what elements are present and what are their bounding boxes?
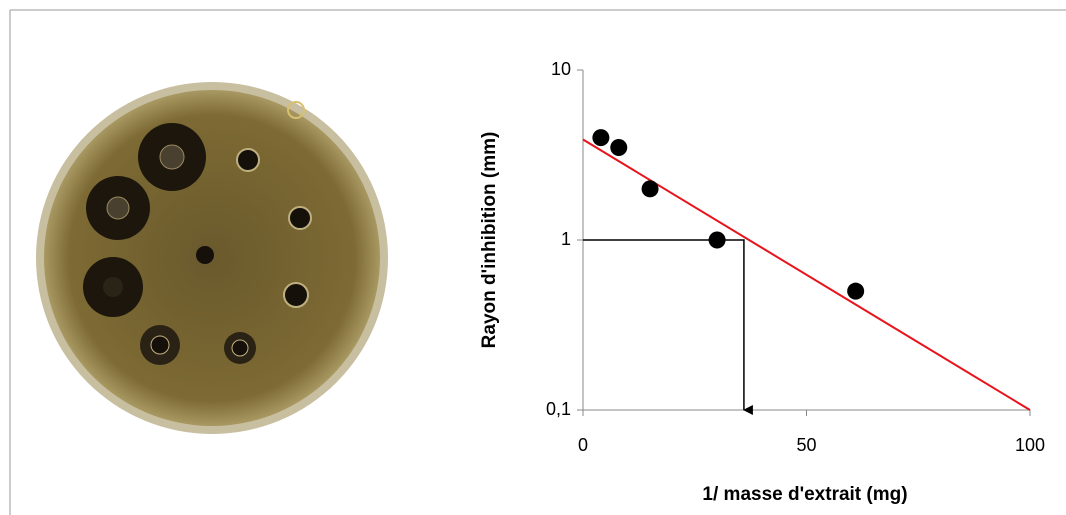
guide-arrow [583,239,753,415]
data-point [847,282,865,300]
x-tick-label: 50 [796,435,816,455]
petri-dish-photo [36,82,388,434]
y-axis-title: Rayon d'inhibition (mm) [479,132,500,349]
data-point [592,129,610,147]
data-point [708,231,726,249]
trendline [582,138,1031,411]
x-axis-title: 1/ masse d'extrait (mg) [702,484,907,505]
x-tick-label: 100 [1015,435,1045,455]
data-point [641,180,659,198]
x-tick-label: 0 [578,435,588,455]
y-tick-label: 10 [551,59,571,79]
y-tick-label: 1 [561,229,571,249]
y-tick-label: 0,1 [546,399,571,419]
data-point [610,139,628,157]
chart: 1/ masse d'extrait (mg) Rayon d'inhibiti… [479,59,1045,505]
